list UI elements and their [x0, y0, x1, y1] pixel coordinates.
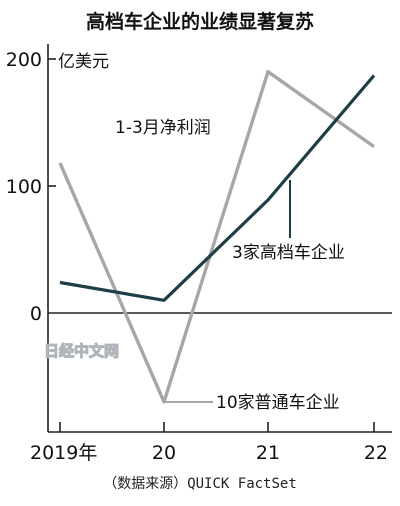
- x-tick-label: 21: [256, 442, 280, 464]
- x-tick-label: 2019年: [30, 442, 97, 464]
- series-line-premium: [59, 74, 376, 302]
- y-tick-group: 0 100 200: [6, 49, 56, 325]
- series-group: [58, 69, 376, 404]
- y-tick-label: 100: [6, 176, 42, 198]
- x-tick-label: 20: [152, 442, 176, 464]
- subtitle-label: 1-3月净利润: [115, 118, 211, 138]
- source-note: （数据来源）QUICK FactSet: [103, 476, 297, 492]
- x-tick-label: 22: [364, 442, 388, 464]
- chart-title: 高档车企业的业绩显著复苏: [86, 10, 314, 33]
- regular-series-label: 10家普通车企业: [216, 393, 340, 413]
- series-line-regular: [58, 69, 375, 404]
- y-tick-label: 200: [6, 49, 42, 71]
- y-tick-label: 0: [30, 303, 42, 325]
- x-tick-group: 2019年 20 21 22: [30, 422, 388, 464]
- unit-label: 亿美元: [58, 52, 109, 72]
- watermark-logo: 日经中文网: [44, 342, 119, 360]
- premium-series-label: 3家高档车企业: [232, 243, 345, 263]
